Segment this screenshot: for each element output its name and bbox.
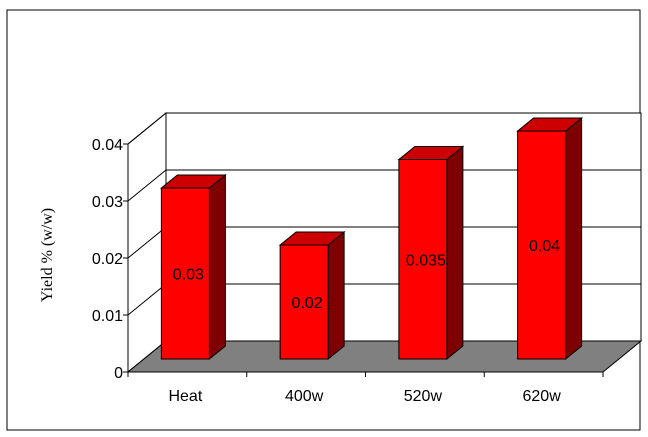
- gridline-side: [127, 112, 167, 145]
- x-axis: Heat 400w 520w 620w: [127, 371, 604, 405]
- y-axis-label: Yield % (w/w): [39, 208, 56, 302]
- x-tick-label: 620w: [523, 388, 562, 405]
- bar: 0.03: [159, 173, 227, 361]
- x-tick-label: Heat: [168, 388, 202, 405]
- y-tick-label: 0.04: [92, 137, 123, 154]
- bar-front: [160, 187, 210, 360]
- bar-front: [398, 159, 448, 360]
- y-tick-label: 0.02: [92, 251, 123, 268]
- x-tick-label: 400w: [285, 388, 324, 405]
- y-tick-label: 0.01: [92, 308, 123, 325]
- bar-front: [517, 130, 567, 360]
- y-tick-label: 0.03: [92, 194, 123, 211]
- y-tick-label: 0: [114, 365, 123, 382]
- bar: 0.02: [278, 230, 346, 361]
- bar-series: 0.03 0.02 0.035 0.04: [159, 116, 584, 361]
- bar-side: [327, 230, 345, 361]
- gridline-side: [127, 226, 167, 259]
- data-label: 0.035: [406, 252, 446, 269]
- data-label: 0.03: [173, 267, 204, 284]
- bar-side: [565, 116, 583, 361]
- bar: 0.04: [516, 116, 584, 361]
- gridline-side: [127, 169, 167, 202]
- data-label: 0.04: [529, 238, 560, 255]
- bar-side: [208, 173, 226, 361]
- x-tick-label: 520w: [404, 388, 443, 405]
- bar-side: [446, 145, 464, 361]
- bar-front: [279, 244, 329, 360]
- data-label: 0.02: [292, 295, 323, 312]
- y-axis: 0 0.01 0.02 0.03 0.04: [92, 137, 129, 382]
- bar: 0.035: [397, 145, 465, 361]
- gridline-side: [127, 283, 167, 316]
